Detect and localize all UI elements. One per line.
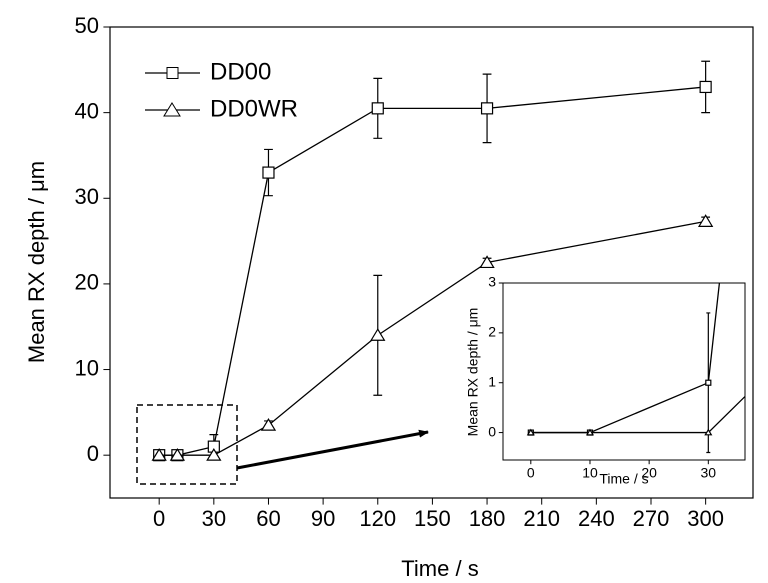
marker xyxy=(206,447,222,461)
inset-marker xyxy=(585,428,595,436)
marker xyxy=(371,102,384,115)
inset-y-tick-label: 2 xyxy=(488,324,496,340)
y-tick-label: 20 xyxy=(75,270,99,295)
inset-plot-area xyxy=(526,283,745,454)
marker xyxy=(169,447,186,461)
inset-marker xyxy=(705,379,712,386)
marker xyxy=(260,417,277,431)
inset-x-tick-label: 20 xyxy=(641,465,657,481)
y-tick-label: 50 xyxy=(75,13,99,38)
y-axis-label: Mean RX depth / μm xyxy=(24,161,49,363)
marker xyxy=(479,255,495,269)
plot-frame xyxy=(109,26,754,499)
marker xyxy=(699,80,712,94)
marker xyxy=(697,214,714,227)
marker xyxy=(480,102,494,115)
x-tick-label: 210 xyxy=(523,506,560,531)
x-tick-label: 0 xyxy=(153,506,165,531)
inset-y-tick-label: 0 xyxy=(488,423,496,439)
inset-x-tick-label: 0 xyxy=(527,465,535,481)
y-tick-label: 40 xyxy=(75,98,99,123)
x-tick-label: 270 xyxy=(633,506,670,531)
inset-x-tick-label: 30 xyxy=(701,465,717,481)
x-tick-label: 90 xyxy=(311,506,335,531)
marker xyxy=(370,328,386,341)
x-tick-label: 240 xyxy=(578,506,615,531)
legend-label: DD00 xyxy=(210,58,271,85)
x-tick-label: 180 xyxy=(469,506,506,531)
legend-marker xyxy=(166,67,179,79)
legend-marker xyxy=(163,102,181,117)
zoom-box xyxy=(136,404,238,485)
inset-marker xyxy=(526,428,535,436)
plot-area xyxy=(151,60,714,462)
y-tick-label: 10 xyxy=(75,355,99,380)
inset-y-axis-label: Mean RX depth / μm xyxy=(465,308,481,437)
x-tick-label: 30 xyxy=(202,506,226,531)
inset-y-tick-label: 3 xyxy=(488,274,496,290)
inset-y-tick-label: 1 xyxy=(488,373,496,389)
legend-label: DD0WR xyxy=(210,95,298,122)
marker xyxy=(262,166,275,179)
x-tick-label: 150 xyxy=(414,506,451,531)
inset-x-axis-label: Time / s xyxy=(599,471,648,487)
x-axis-label: Time / s xyxy=(401,556,478,581)
y-tick-label: 30 xyxy=(75,184,99,209)
y-tick-label: 0 xyxy=(87,441,99,466)
zoom-arrow xyxy=(236,429,429,470)
inset-frame xyxy=(502,282,746,461)
inset-x-tick-label: 10 xyxy=(582,465,598,481)
marker xyxy=(151,447,167,461)
x-tick-label: 300 xyxy=(687,506,724,531)
x-tick-label: 120 xyxy=(359,506,396,531)
x-tick-label: 60 xyxy=(256,506,280,531)
inset-marker xyxy=(704,428,713,436)
